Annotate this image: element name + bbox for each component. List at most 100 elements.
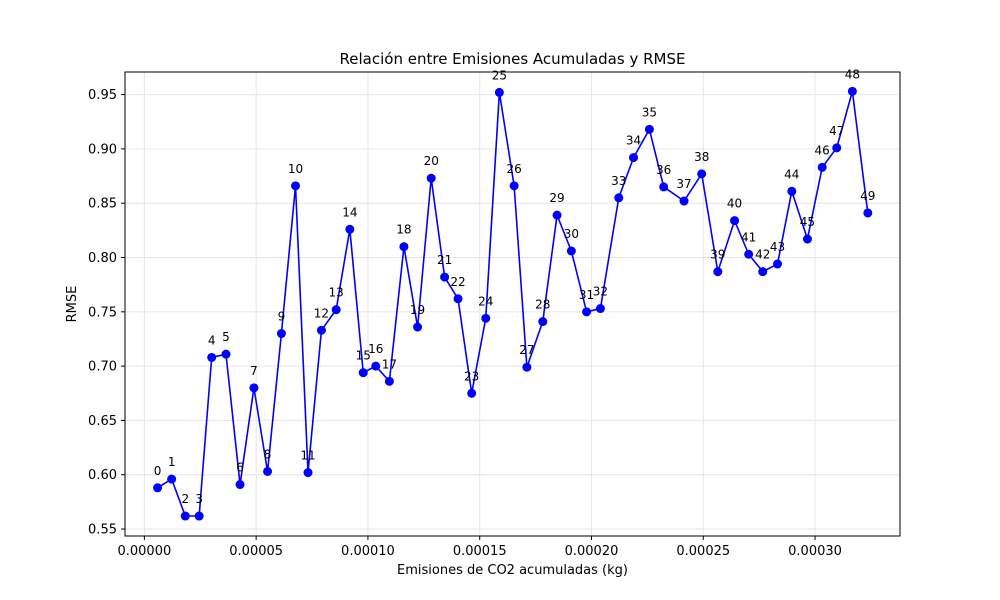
x-tick-label: 0.00015: [453, 544, 507, 559]
point-label: 33: [611, 174, 626, 188]
y-axis-title: RMSE: [65, 286, 80, 323]
plot-frame: [124, 71, 901, 537]
point-label: 9: [278, 310, 286, 324]
data-point: [802, 234, 812, 244]
point-label: 6: [236, 461, 244, 475]
point-label: 22: [450, 275, 465, 289]
data-point: [494, 87, 504, 97]
point-labels: 012 34 56789101112131415161718192021222324…: [154, 67, 876, 506]
y-tick-label: 0.90: [88, 142, 117, 157]
data-point: [863, 208, 873, 218]
point-label: 0: [154, 464, 162, 478]
data-point: [453, 294, 463, 304]
point-label: 13: [329, 286, 344, 300]
data-point: [481, 313, 491, 323]
point-label: 15: [356, 349, 371, 363]
point-label: 29: [549, 191, 564, 205]
point-label: 8: [264, 447, 272, 461]
point-label: 14: [342, 205, 357, 219]
x-tick-label: 0.00000: [117, 544, 171, 559]
data-point: [522, 362, 532, 372]
y-tick-label: 0.85: [88, 197, 117, 212]
data-point: [440, 272, 450, 282]
y-tick-label: 0.60: [88, 468, 117, 483]
data-point: [413, 322, 423, 332]
point-label: 5: [222, 330, 230, 344]
point-label: 43: [770, 240, 785, 254]
data-point: [235, 480, 245, 490]
point-label: 34: [626, 134, 641, 148]
data-point: [758, 267, 768, 277]
point-label: 41: [741, 230, 756, 244]
point-label: 10: [288, 162, 303, 176]
x-tick-label: 0.00030: [788, 544, 842, 559]
point-label: 18: [396, 223, 411, 237]
point-label: 26: [507, 162, 522, 176]
data-point: [263, 466, 273, 476]
data-point: [399, 242, 409, 252]
point-label: 21: [437, 253, 452, 267]
data-point: [744, 249, 754, 259]
point-label: 32: [593, 285, 608, 299]
point-label: 4: [208, 333, 216, 347]
data-point: [331, 305, 341, 315]
point-label: 37: [676, 177, 691, 191]
data-point: [847, 86, 857, 96]
point-label: 12: [314, 306, 329, 320]
y-tick-label: 0.80: [88, 251, 117, 266]
data-point: [659, 182, 669, 192]
point-label: 17: [382, 357, 397, 371]
data-point: [371, 361, 381, 371]
data-point: [345, 224, 355, 234]
data-point: [167, 474, 177, 484]
y-tick-label: 0.75: [88, 305, 117, 320]
point-label: 49: [860, 189, 875, 203]
point-label: 47: [829, 124, 844, 138]
data-point: [713, 267, 723, 277]
data-point: [538, 317, 548, 327]
y-tick-label: 0.70: [88, 360, 117, 375]
x-tick-label: 0.00025: [676, 544, 730, 559]
data-point: [249, 383, 259, 393]
point-label: 44: [784, 167, 799, 181]
point-label: 45: [800, 215, 815, 229]
point-label: 16: [368, 342, 383, 356]
data-point: [509, 181, 519, 191]
point-label: 1: [168, 455, 176, 469]
chart-title: Relación entre Emisiones Acumuladas y RM…: [340, 50, 686, 68]
point-label: 23: [464, 369, 479, 383]
point-label: 48: [845, 67, 860, 81]
data-point: [384, 376, 394, 386]
point-label: 3: [195, 492, 203, 506]
data-point: [467, 388, 477, 398]
x-tick-label: 0.00010: [341, 544, 395, 559]
data-point: [832, 143, 842, 153]
data-point: [730, 216, 740, 226]
data-point: [207, 352, 217, 362]
point-label: 28: [535, 298, 550, 312]
point-label: 24: [478, 294, 493, 308]
data-point: [644, 124, 654, 134]
data-point: [697, 169, 707, 179]
data-point: [772, 259, 782, 269]
grid: [125, 72, 900, 536]
data-point: [194, 511, 204, 521]
data-point: [153, 483, 163, 493]
y-tick-label: 0.55: [88, 523, 117, 538]
point-label: 39: [710, 248, 725, 262]
ticks: 0.00000 0.00005 0.00010 0.00015 0.00020 0.000…: [88, 88, 842, 559]
y-tick-label: 0.95: [88, 88, 117, 103]
data-point: [629, 153, 639, 163]
point-label: 27: [519, 343, 534, 357]
data-point: [582, 307, 592, 317]
data-point: [221, 349, 231, 359]
point-label: 2: [181, 492, 189, 506]
point-label: 20: [424, 154, 439, 168]
point-label: 31: [579, 288, 594, 302]
data-point: [358, 368, 368, 378]
point-label: 38: [694, 150, 709, 164]
data-point: [679, 196, 689, 206]
point-label: 11: [300, 449, 315, 463]
y-tick-label: 0.65: [88, 414, 117, 429]
x-axis-title: Emisiones de CO2 acumuladas (kg): [397, 563, 628, 578]
